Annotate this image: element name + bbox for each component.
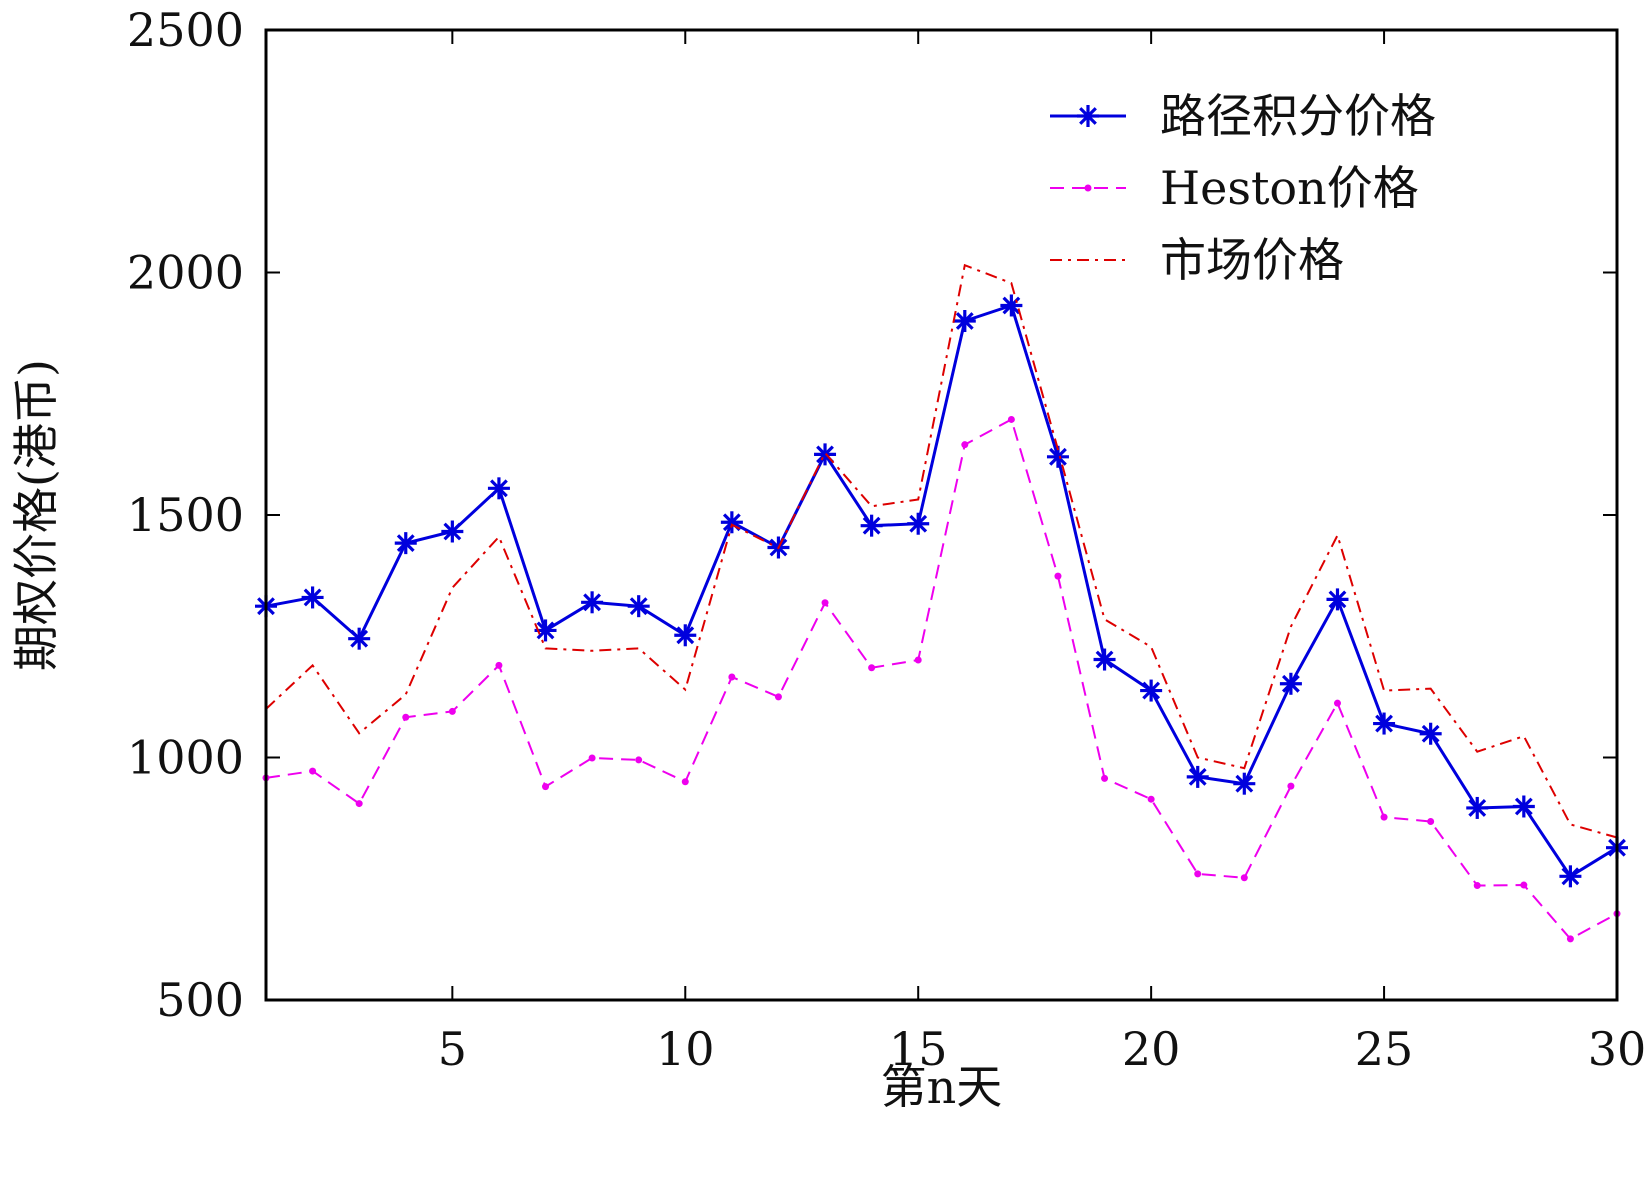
data-point xyxy=(1194,870,1202,878)
data-point xyxy=(441,520,464,543)
series-2 xyxy=(262,415,1621,943)
x-tick-label: 30 xyxy=(1588,1022,1645,1076)
data-point xyxy=(355,800,363,808)
data-point xyxy=(1326,588,1349,611)
data-point xyxy=(961,441,969,449)
data-point xyxy=(1054,572,1062,580)
data-point xyxy=(1566,935,1574,943)
data-point xyxy=(720,511,743,534)
data-point xyxy=(821,599,829,607)
data-point xyxy=(1427,818,1435,826)
data-point xyxy=(495,661,503,669)
x-tick-label: 25 xyxy=(1355,1022,1414,1076)
data-point xyxy=(542,783,550,791)
data-point xyxy=(728,673,736,681)
data-point xyxy=(588,754,596,762)
legend-item: Heston价格 xyxy=(1050,161,1419,215)
data-point xyxy=(1380,813,1388,821)
x-axis-title: 第n天 xyxy=(881,1060,1003,1114)
data-point xyxy=(1140,679,1163,702)
legend-label: 路径积分价格 xyxy=(1160,89,1436,143)
data-point xyxy=(1233,772,1256,795)
data-point xyxy=(953,310,976,332)
data-point xyxy=(487,477,510,500)
data-point xyxy=(1466,796,1489,819)
legend-item: 路径积分价格 xyxy=(1050,89,1436,143)
x-tick-label: 5 xyxy=(438,1022,467,1076)
data-point xyxy=(635,756,643,764)
data-point xyxy=(394,532,417,555)
y-tick-label: 500 xyxy=(156,973,244,1027)
y-tick-label: 1000 xyxy=(127,731,244,785)
plot-frame xyxy=(264,28,1619,1002)
data-point xyxy=(1520,881,1528,889)
y-tick-label: 2000 xyxy=(127,246,244,300)
data-point xyxy=(1147,795,1155,803)
data-point xyxy=(1287,782,1295,790)
data-point xyxy=(1559,865,1582,888)
data-point xyxy=(1333,699,1341,707)
data-point xyxy=(868,664,876,672)
legend-marker xyxy=(1077,105,1099,127)
legend-item: 市场价格 xyxy=(1050,233,1344,287)
y-tick-label: 1500 xyxy=(127,488,244,542)
data-point xyxy=(907,512,930,535)
data-point xyxy=(581,591,604,614)
data-point xyxy=(448,707,456,715)
data-point xyxy=(301,586,324,609)
data-point xyxy=(1373,712,1396,735)
data-point xyxy=(1512,795,1535,818)
y-axis-tick-labels: 500 1000 1500 2000 2500 xyxy=(127,3,244,1027)
series-line xyxy=(265,417,1618,941)
data-point xyxy=(1007,415,1015,423)
legend-label: Heston价格 xyxy=(1160,161,1419,215)
data-point xyxy=(674,624,697,647)
y-tick-label: 2500 xyxy=(127,3,244,57)
data-point xyxy=(627,595,650,618)
data-point xyxy=(1473,882,1481,890)
data-point xyxy=(1240,874,1248,882)
series-line xyxy=(265,303,1618,879)
series-layer xyxy=(255,263,1628,943)
series-3 xyxy=(265,263,1618,839)
y-axis-title: 期权价格(港币) xyxy=(9,359,63,671)
data-point xyxy=(1419,722,1442,745)
data-point xyxy=(1101,774,1109,782)
x-tick-label: 20 xyxy=(1122,1022,1181,1076)
data-point xyxy=(1093,648,1116,671)
data-point xyxy=(348,627,371,650)
x-tick-label: 10 xyxy=(656,1022,715,1076)
data-point xyxy=(1186,765,1209,788)
series-line xyxy=(265,263,1618,839)
data-point xyxy=(309,767,317,775)
legend-label: 市场价格 xyxy=(1160,233,1344,287)
data-point xyxy=(402,713,410,721)
data-point xyxy=(774,693,782,701)
x-tick-label: 15 xyxy=(889,1022,948,1076)
data-point xyxy=(1279,672,1302,695)
data-point xyxy=(681,778,689,786)
data-point xyxy=(534,619,557,642)
legend-marker xyxy=(1084,184,1092,192)
data-point xyxy=(914,656,922,664)
x-axis-tick-labels: 5 10 15 20 25 30 xyxy=(438,1022,1645,1076)
data-point xyxy=(860,514,883,537)
